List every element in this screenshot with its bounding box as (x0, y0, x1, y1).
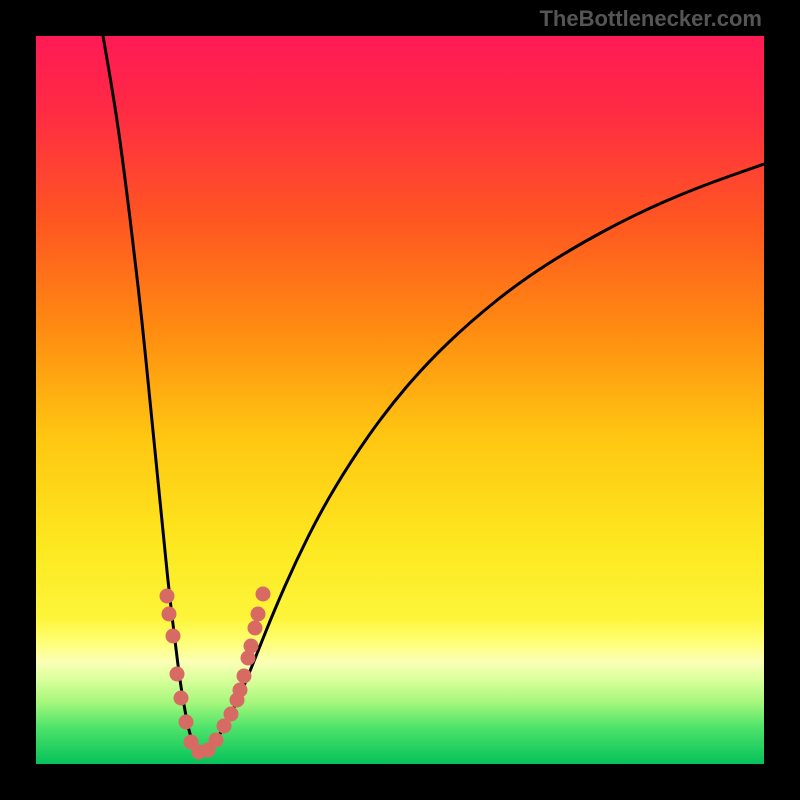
left-curve (103, 36, 201, 754)
data-marker (251, 607, 266, 622)
bottleneck-curves (36, 36, 764, 764)
data-marker (162, 607, 177, 622)
data-marker (233, 683, 248, 698)
data-marker (174, 691, 189, 706)
plot-area (36, 36, 764, 764)
data-marker (166, 629, 181, 644)
data-marker (179, 715, 194, 730)
data-marker (160, 589, 175, 604)
data-marker (256, 587, 271, 602)
data-marker (170, 667, 185, 682)
data-marker (248, 621, 263, 636)
data-marker (237, 669, 252, 684)
data-marker (244, 639, 259, 654)
data-marker (224, 707, 239, 722)
chart-frame: TheBottlenecker.com (0, 0, 800, 800)
right-curve (201, 164, 764, 754)
watermark-text: TheBottlenecker.com (539, 6, 762, 32)
data-marker (209, 733, 224, 748)
